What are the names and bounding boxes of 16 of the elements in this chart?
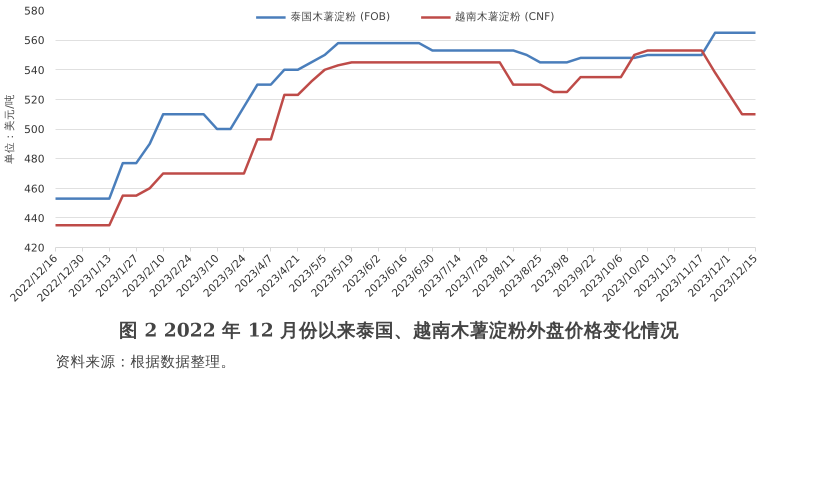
y-tick-label: 500 xyxy=(24,123,45,136)
y-tick-label: 440 xyxy=(24,212,45,225)
text: 图 2 2022 年 12 月份以来泰国、越南木薯淀粉外盘价格变化情况 xyxy=(118,320,680,342)
y-tick-label: 460 xyxy=(24,182,45,196)
y-tick-label: 420 xyxy=(24,242,45,254)
line-series xyxy=(56,49,756,227)
legend-label: 越南木薯淀粉 (CNF) xyxy=(455,10,554,24)
y-tick-label: 560 xyxy=(24,34,45,48)
text: 资料来源：根据数据整理。 xyxy=(56,354,236,370)
y-tick-label: 520 xyxy=(24,93,45,106)
line-series xyxy=(56,31,756,200)
y-axis-title: 单位：美元/吨 xyxy=(3,94,16,164)
y-tick-label: 580 xyxy=(24,4,45,18)
y-tick-label: 480 xyxy=(24,152,45,166)
y-tick-label: 540 xyxy=(24,64,45,77)
legend-label: 泰国木薯淀粉 (FOB) xyxy=(290,10,390,24)
